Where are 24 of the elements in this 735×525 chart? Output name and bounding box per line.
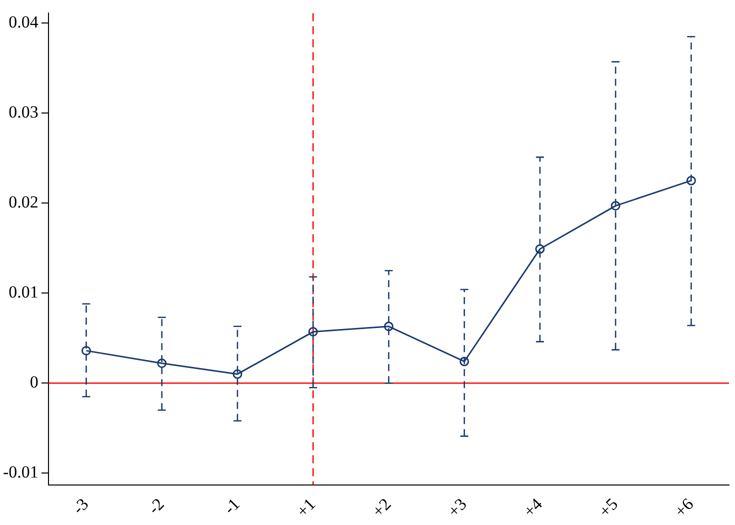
point: [610, 201, 620, 211]
x-tick-label: -1: [220, 494, 244, 518]
x-tick-label: +1: [292, 494, 320, 521]
point: [81, 346, 91, 356]
x-tick-label: +3: [444, 494, 470, 521]
point: [686, 176, 696, 186]
x-tick-label: -3: [68, 494, 92, 518]
y-tick-label: 0.04: [8, 12, 39, 32]
y-tick-label: 0: [30, 372, 38, 392]
y-tick-label: 0.03: [8, 102, 38, 122]
point: [535, 244, 545, 254]
x-tick-label: +5: [595, 494, 622, 521]
point: [460, 356, 470, 366]
y-tick-label: -0.01: [2, 462, 38, 482]
point: [232, 369, 242, 379]
point: [308, 327, 318, 337]
x-tick-label: +2: [368, 494, 395, 521]
x-tick-label: +6: [670, 494, 698, 521]
point: [157, 358, 167, 368]
point: [384, 322, 394, 332]
x-tick-label: +4: [520, 494, 546, 521]
y-tick-label: 0.01: [8, 282, 38, 302]
x-tick-label: -2: [144, 494, 168, 518]
y-tick-label: 0.02: [8, 192, 38, 212]
